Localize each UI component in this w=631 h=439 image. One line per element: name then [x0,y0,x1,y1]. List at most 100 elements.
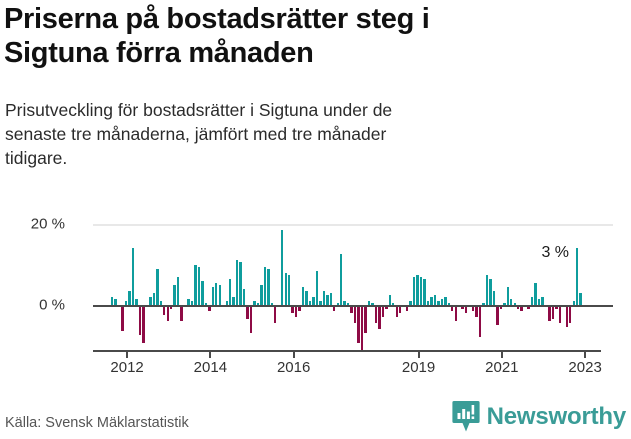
bar [558,305,562,324]
bar [482,302,485,305]
bar [249,305,253,334]
bar [447,302,450,305]
x-tick-2012 [126,352,129,358]
bar [329,292,332,305]
bar [572,300,575,305]
bar [312,296,315,305]
bar [471,305,475,312]
bar [510,298,513,305]
bar [575,248,579,305]
bar [242,288,246,305]
bar [412,276,416,305]
bar [187,298,190,305]
y-axis-label-20: 20 % [30,215,65,233]
bar [381,305,385,318]
bar [263,266,267,305]
bar [513,302,516,305]
bar [555,305,558,310]
bar [256,302,260,305]
bar [374,305,378,324]
bar [461,305,464,310]
bar [308,300,312,305]
bar [350,305,353,314]
bar [516,305,520,310]
bar [180,305,183,322]
x-tick-2023 [584,352,587,358]
bar [121,305,124,332]
bar [211,286,215,305]
bar [124,300,128,305]
bar [367,300,371,305]
bar [294,305,298,318]
x-axis-label-2014: 2014 [193,359,228,376]
bar [433,294,437,305]
bar [444,296,447,305]
bar [111,296,114,305]
bar [128,290,131,305]
bar [194,264,197,305]
bar [215,282,218,305]
bar [579,292,582,305]
bar [333,305,336,312]
bar [336,302,339,305]
bar [485,274,489,305]
bar [530,296,534,305]
bar [315,270,319,305]
page-title: Priserna på bostadsrätter steg i Sigtuna… [4,3,430,70]
bar [284,272,287,305]
brand-name: Newsworthy [486,402,627,430]
bar [353,305,357,324]
bar [426,300,430,305]
x-tick-2014 [209,352,212,358]
bar [430,296,433,305]
bar [489,278,492,305]
bar [569,305,572,324]
bar [405,305,409,312]
source-note: Källa: Svensk Mäklarstatistik [5,415,189,431]
x-tick-2019 [417,352,420,358]
bar [464,305,468,314]
bar [225,300,228,305]
bar [281,230,284,305]
bar [166,305,169,322]
bar [287,274,291,305]
bar [156,268,159,305]
bar [364,305,367,334]
bar [478,305,482,338]
bar [149,296,152,305]
bar [326,294,329,305]
bar [537,298,541,305]
x-axis-label-2023: 2023 [568,359,602,376]
bar [527,305,530,310]
bar [201,280,204,305]
bar [454,305,457,322]
bar [520,305,523,312]
bar [551,305,555,320]
bar [197,266,201,305]
bar [270,302,273,305]
bar [232,296,235,305]
bar [131,248,135,305]
bar [357,305,360,344]
x-tick-2016 [292,352,295,358]
bar [322,290,326,305]
x-axis-label-2019: 2019 [401,359,436,376]
bar [378,305,381,330]
bar [253,300,256,305]
bar [228,278,232,305]
bar [395,305,398,318]
y-axis-label-0: 0 % [39,296,65,314]
bar [274,305,277,324]
bar [291,305,294,314]
bar [173,284,176,305]
bar [163,305,166,316]
x-axis-line [93,350,601,352]
bar [319,300,322,305]
bar [388,294,391,305]
bar [385,305,388,310]
bar [437,300,440,305]
y-gridline-20 [93,224,613,226]
bar [419,276,423,305]
bar [492,290,496,305]
